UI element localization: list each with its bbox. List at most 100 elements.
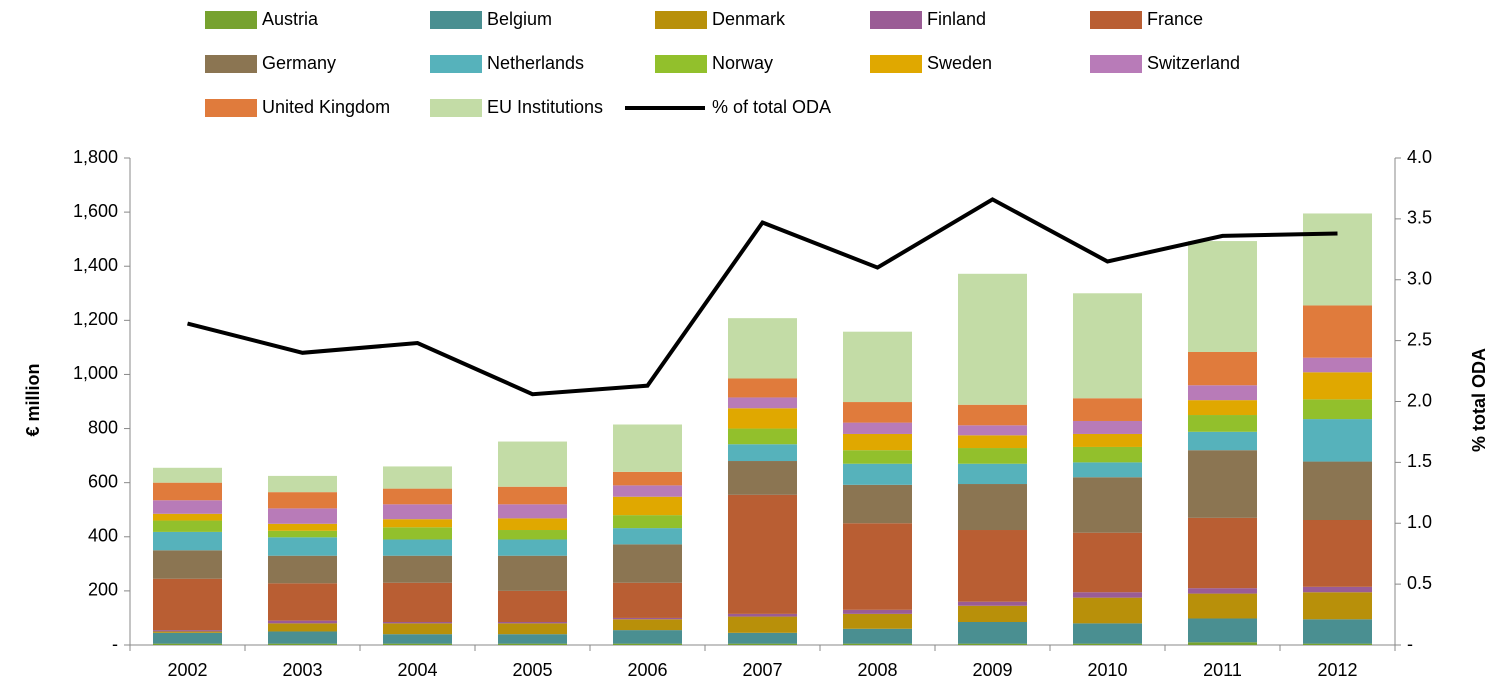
bar-segment: [728, 643, 797, 645]
legend-swatch: [430, 55, 482, 73]
bar-segment: [153, 467, 222, 483]
legend-label: Austria: [262, 9, 319, 29]
bar-segment: [498, 555, 567, 591]
bar-segment: [1303, 357, 1372, 373]
bar-segment: [613, 617, 682, 620]
legend-label: % of total ODA: [712, 97, 831, 117]
bar-segment: [383, 539, 452, 556]
bar-segment: [728, 318, 797, 379]
bar-segment: [1188, 241, 1257, 352]
bar-segment: [383, 504, 452, 520]
bar-segment: [383, 488, 452, 505]
legend-swatch: [1090, 11, 1142, 29]
legend-label: Denmark: [712, 9, 786, 29]
legend-swatch: [870, 55, 922, 73]
bar-segment: [268, 475, 337, 493]
bar-segment: [613, 424, 682, 472]
bar-segment: [153, 482, 222, 501]
bar-segment: [728, 616, 797, 633]
bar-segment: [843, 609, 912, 614]
bar-segment: [1188, 588, 1257, 594]
bar-segment: [613, 471, 682, 486]
legend-swatch: [1090, 55, 1142, 73]
bar-segment: [728, 461, 797, 495]
bar-segment: [843, 523, 912, 610]
bar-segment: [958, 448, 1027, 464]
bar-segment: [268, 631, 337, 644]
bar-segment: [1073, 433, 1142, 447]
legend-label: Finland: [927, 9, 986, 29]
bar-segment: [383, 519, 452, 528]
bar-segment: [958, 435, 1027, 449]
y2-tick-label: 3.0: [1407, 269, 1432, 289]
bar-segment: [958, 404, 1027, 426]
bar-segment: [613, 528, 682, 545]
bar-segment: [383, 634, 452, 644]
bar-segment: [268, 620, 337, 624]
bar-segment: [1303, 419, 1372, 462]
bar-segment: [383, 555, 452, 583]
y2-tick-label: 2.5: [1407, 329, 1432, 349]
bar-segment: [153, 631, 222, 633]
y2-tick-label: 1.5: [1407, 451, 1432, 471]
bar-segment: [153, 500, 222, 514]
bar-segment: [1073, 293, 1142, 399]
y2-tick-label: 3.5: [1407, 208, 1432, 228]
x-tick-label: 2002: [167, 660, 207, 680]
legend-swatch: [205, 11, 257, 29]
bar-segment: [268, 583, 337, 621]
bar-segment: [1073, 597, 1142, 624]
bar-segment: [843, 613, 912, 629]
bar-segment: [958, 484, 1027, 531]
bar-segment: [1188, 450, 1257, 518]
legend-swatch: [655, 11, 707, 29]
bar-segment: [1073, 462, 1142, 478]
bar-segment: [1073, 592, 1142, 598]
legend-label: Belgium: [487, 9, 552, 29]
bar-segment: [843, 422, 912, 434]
y-tick-label: -: [112, 634, 118, 654]
bar-segment: [958, 425, 1027, 436]
x-tick-label: 2003: [282, 660, 322, 680]
bar-segment: [613, 496, 682, 516]
y2-tick-label: 1.0: [1407, 512, 1432, 532]
bar-segment: [1303, 586, 1372, 593]
bar-segment: [268, 555, 337, 584]
y-tick-label: 1,400: [73, 255, 118, 275]
x-tick-label: 2011: [1203, 660, 1242, 680]
y2-tick-label: 4.0: [1407, 147, 1432, 167]
bar-segment: [1073, 477, 1142, 533]
bar-segment: [613, 544, 682, 583]
bar-segment: [728, 397, 797, 409]
bar-segment: [958, 463, 1027, 485]
x-tick-label: 2010: [1087, 660, 1127, 680]
legend-swatch: [870, 11, 922, 29]
legend-swatch: [205, 55, 257, 73]
bar-segment: [1188, 431, 1257, 451]
bar-segment: [1188, 618, 1257, 643]
bar-segment: [498, 590, 567, 623]
legend-label: EU Institutions: [487, 97, 603, 117]
bar-segment: [728, 632, 797, 644]
legend-swatch: [430, 11, 482, 29]
y-tick-label: 800: [88, 417, 118, 437]
bar-segment: [958, 605, 1027, 623]
bar-segment: [1073, 643, 1142, 645]
bar-segment: [843, 484, 912, 524]
x-tick-label: 2005: [512, 660, 552, 680]
bar-segment: [153, 520, 222, 532]
bar-segment: [613, 582, 682, 618]
bar-segment: [843, 463, 912, 485]
bar-segment: [728, 378, 797, 398]
legend-label: United Kingdom: [262, 97, 390, 117]
bar-segment: [1073, 446, 1142, 463]
bar-segment: [268, 530, 337, 538]
legend-swatch: [205, 99, 257, 117]
bar-segment: [383, 622, 452, 624]
bar-segment: [268, 537, 337, 556]
bar-segment: [498, 634, 567, 644]
legend-swatch: [655, 55, 707, 73]
x-tick-label: 2004: [397, 660, 437, 680]
bar-segment: [613, 630, 682, 644]
